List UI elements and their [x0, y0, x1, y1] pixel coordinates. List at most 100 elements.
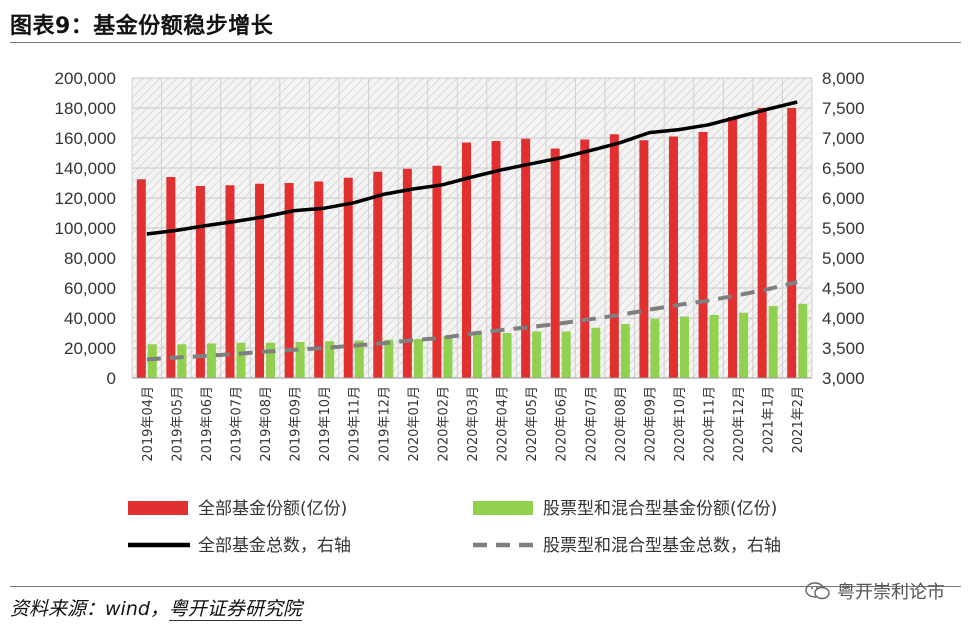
legend-label: 全部基金份额(亿份) [198, 499, 347, 519]
x-axis-tick-label: 2020年02月 [436, 386, 451, 462]
bar-equity-shares [561, 331, 571, 378]
bar-total-shares [728, 117, 738, 378]
watermark: 粤开崇利论市 [805, 578, 945, 604]
bar-equity-shares [591, 327, 601, 378]
x-axis-tick-label: 2019年05月 [170, 386, 185, 462]
right-axis-tick-label: 3,500 [822, 339, 865, 358]
left-axis-tick-label: 0 [107, 369, 116, 388]
left-axis-tick-label: 80,000 [64, 249, 116, 268]
bar-equity-shares [206, 343, 216, 378]
x-axis-tick-label: 2019年10月 [318, 386, 333, 462]
x-axis-tick-label: 2020年03月 [466, 386, 481, 462]
bar-total-shares [609, 134, 619, 378]
bar-equity-shares [443, 336, 453, 378]
x-axis-tick-label: 2020年10月 [673, 386, 688, 462]
bar-equity-shares [266, 342, 276, 378]
bar-total-shares [668, 136, 678, 378]
x-axis-tick-label: 2020年04月 [496, 386, 511, 462]
x-axis-tick-label: 2019年07月 [230, 386, 245, 462]
left-axis-tick-label: 120,000 [55, 189, 116, 208]
chart-title: 图表9：基金份额稳步增长 [10, 14, 274, 39]
bar-total-shares [757, 108, 767, 378]
bar-total-shares [462, 142, 471, 378]
right-axis-tick-label: 3,000 [822, 369, 865, 388]
bar-total-shares [402, 168, 412, 378]
right-axis-tick-label: 8,000 [822, 69, 865, 88]
bar-equity-shares [384, 339, 394, 378]
x-axis-tick-label: 2021年2月 [791, 386, 806, 453]
bar-equity-shares [532, 331, 542, 378]
left-axis-tick-label: 20,000 [64, 339, 116, 358]
bar-equity-shares [177, 344, 187, 378]
footer-divider [10, 586, 961, 587]
bar-equity-shares [768, 306, 778, 378]
bar-equity-shares [473, 333, 482, 378]
right-axis-tick-label: 7,500 [822, 99, 865, 118]
left-axis-tick-label: 140,000 [55, 159, 116, 178]
source-note: 资料来源：wind，粤开证券研究院 [10, 594, 302, 621]
bar-total-shares [314, 181, 324, 378]
bar-equity-shares [413, 339, 423, 378]
source-prefix: 资料来源：wind， [10, 598, 169, 620]
bar-total-shares [343, 177, 353, 378]
x-axis-tick-label: 2020年07月 [584, 386, 599, 462]
title-divider [10, 42, 961, 43]
x-axis-tick-label: 2019年04月 [141, 386, 156, 462]
line-total-fund-count [146, 100, 798, 236]
bars [136, 108, 808, 378]
watermark-text: 粤开崇利论市 [837, 582, 945, 603]
right-axis-tick-label: 5,500 [822, 219, 865, 238]
left-axis-tick-label: 100,000 [55, 219, 116, 238]
bar-total-shares [284, 183, 294, 378]
wechat-icon [805, 582, 830, 600]
x-axis-tick-label: 2019年06月 [200, 386, 215, 462]
right-axis-tick-label: 4,500 [822, 279, 865, 298]
left-axis-tick-label: 180,000 [55, 99, 116, 118]
x-axis-tick-label: 2020年01月 [407, 386, 422, 462]
bar-total-shares [580, 139, 590, 378]
right-axis-tick-label: 6,000 [822, 189, 865, 208]
bar-total-shares [787, 108, 797, 378]
legend-label: 股票型和混合型基金总数，右轴 [543, 536, 781, 556]
series-lines [146, 100, 798, 362]
x-axis-tick-label: 2020年12月 [732, 386, 747, 462]
bar-total-shares [521, 138, 531, 378]
x-axis-tick-label: 2020年08月 [614, 386, 629, 462]
bar-equity-shares [325, 341, 335, 378]
axes: 0 3,000 20,000 3,500 40,000 4,000 60,000 4,500 8… [55, 69, 865, 462]
bar-total-shares [698, 132, 708, 378]
bar-equity-shares [354, 340, 364, 378]
right-axis-tick-label: 7,000 [822, 129, 865, 148]
bar-total-shares [195, 186, 205, 378]
bar-equity-shares [739, 312, 749, 378]
bar-total-shares [255, 183, 265, 378]
x-axis-tick-label: 2019年11月 [348, 386, 363, 462]
bar-total-shares [491, 141, 501, 378]
left-axis-tick-label: 200,000 [55, 69, 116, 88]
bar-equity-shares [295, 342, 305, 378]
legend-swatch [473, 501, 533, 515]
bar-equity-shares [650, 318, 660, 378]
bar-equity-shares [620, 324, 630, 378]
bar-total-shares [166, 177, 176, 378]
bar-equity-shares [236, 342, 246, 378]
line-equity-fund-count [146, 280, 798, 362]
bar-equity-shares [502, 333, 512, 378]
legend: 全部基金份额(亿份) 股票型和混合型基金份额(亿份) 全部基金总数，右轴 股票型和混合… [128, 499, 781, 556]
legend-label: 股票型和混合型基金份额(亿份) [543, 499, 777, 519]
legend-label: 全部基金总数，右轴 [198, 536, 351, 556]
bar-total-shares [639, 140, 649, 378]
x-axis-tick-label: 2020年05月 [525, 386, 540, 462]
source-org: 粤开证券研究院 [168, 598, 302, 621]
bar-total-shares [550, 148, 560, 378]
bar-equity-shares [798, 303, 808, 378]
bar-equity-shares [709, 315, 719, 378]
x-axis-tick-label: 2020年09月 [643, 386, 658, 462]
x-axis-tick-label: 2019年08月 [259, 386, 274, 462]
left-axis-tick-label: 40,000 [64, 309, 116, 328]
fund-shares-chart: 0 3,000 20,000 3,500 40,000 4,000 60,000 4,500 8… [55, 69, 865, 556]
x-axis-tick-label: 2021年1月 [762, 386, 777, 453]
right-axis-tick-label: 6,500 [822, 159, 865, 178]
bar-equity-shares [147, 344, 157, 378]
right-axis-tick-label: 4,000 [822, 309, 865, 328]
